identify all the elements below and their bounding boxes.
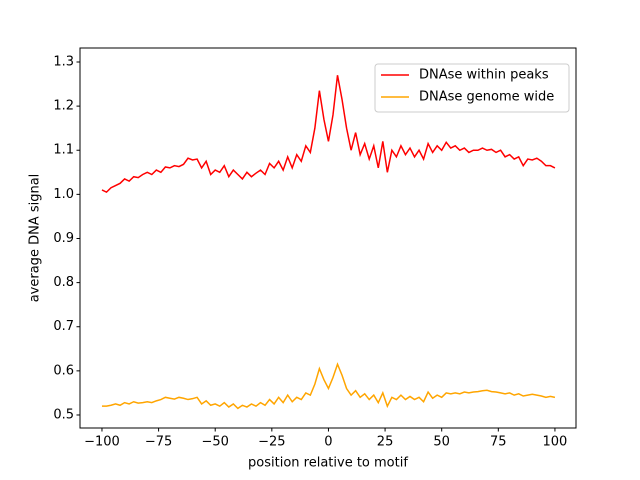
y-tick-label: 0.8 [53, 275, 74, 290]
y-tick-label: 0.6 [53, 363, 74, 378]
x-tick-label: −100 [84, 435, 120, 450]
x-tick-label: −75 [145, 435, 172, 450]
x-tick-label: −50 [201, 435, 228, 450]
y-tick-label: 1.3 [53, 54, 74, 69]
x-tick-label: 25 [377, 435, 394, 450]
y-tick-label: 0.7 [53, 319, 74, 334]
y-tick-label: 1.0 [53, 187, 74, 202]
y-tick-label: 1.1 [53, 143, 74, 158]
data-line [101, 362, 556, 410]
legend-label: DNAse genome wide [419, 90, 554, 105]
y-tick-label: 0.5 [53, 407, 74, 422]
y-axis-label: average DNA signal [28, 174, 43, 303]
x-axis-label: position relative to motif [248, 456, 408, 471]
x-tick-label: 50 [433, 435, 450, 450]
legend-label: DNAse within peaks [419, 68, 549, 83]
data-line [101, 75, 556, 194]
axes-frame [79, 47, 577, 429]
y-tick-label: 0.9 [53, 231, 74, 246]
x-tick-label: −25 [258, 435, 285, 450]
x-tick-label: 100 [543, 435, 568, 450]
x-tick-label: 0 [324, 435, 332, 450]
y-tick-label: 1.2 [53, 99, 74, 114]
legend-box [374, 63, 570, 113]
x-tick-label: 75 [490, 435, 507, 450]
